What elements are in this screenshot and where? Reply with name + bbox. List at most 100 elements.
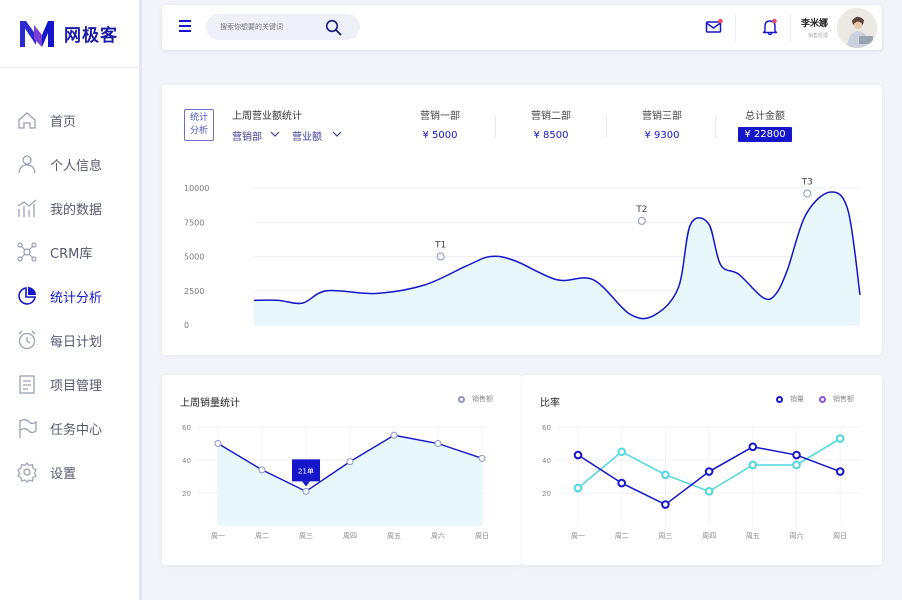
sidebar-item-label: 我的数据 xyxy=(50,202,103,218)
y-tick-label: 10000 xyxy=(184,184,209,193)
revenue-chart: 0 2500 5000 7500 10000 T1 T2 T3 xyxy=(184,177,861,330)
stat-dept-1: 营销一部 ¥ 5000 xyxy=(420,107,460,141)
metric-dropdown[interactable]: 营业额 xyxy=(292,132,322,143)
x-tick-label: 周日 xyxy=(833,532,847,540)
revenue-title: 上周营业额统计 xyxy=(232,111,302,122)
legend-volume[interactable]: 销量 xyxy=(776,394,804,404)
menu-toggle-icon[interactable] xyxy=(179,20,191,32)
sidebar-item-2[interactable]: 我的数据 xyxy=(0,186,139,230)
y-tick-label: 40 xyxy=(542,457,551,465)
sidebar-item-label: 任务中心 xyxy=(50,422,103,438)
peak-label: T2 xyxy=(635,205,647,215)
tooltip-label: 21单 xyxy=(298,466,314,475)
data-point xyxy=(617,478,626,488)
bell-icon[interactable] xyxy=(761,18,779,36)
sidebar-item-label: 统计分析 xyxy=(50,290,103,306)
stat-dept-2: 营销二部 ¥ 8500 xyxy=(531,107,571,141)
y-tick-label: 60 xyxy=(182,424,191,432)
series-line xyxy=(253,191,861,320)
sidebar-item-label: 每日计划 xyxy=(50,334,103,350)
legend-sales[interactable]: 销售额 xyxy=(458,394,493,404)
data-point xyxy=(704,487,714,496)
x-tick-label: 周四 xyxy=(702,532,716,540)
peak-point xyxy=(803,189,812,198)
search-input[interactable] xyxy=(220,19,330,35)
data-point xyxy=(214,440,222,447)
area-fill xyxy=(254,191,860,325)
y-tick-label: 20 xyxy=(182,490,191,498)
legend-label: 销售额 xyxy=(472,395,493,403)
x-tick-label: 周六 xyxy=(790,531,804,540)
data-point xyxy=(792,460,801,470)
pie-icon xyxy=(16,285,38,307)
x-tick-label: 周二 xyxy=(255,532,269,540)
data-point xyxy=(346,458,354,466)
x-tick-label: 周二 xyxy=(615,532,629,540)
legend-dot xyxy=(776,395,783,403)
stat-value: ¥ 9300 xyxy=(644,130,680,141)
data-point xyxy=(258,466,266,474)
logo[interactable]: 网极客 xyxy=(0,0,139,68)
sidebar-item-3[interactable]: CRM库 xyxy=(0,230,139,274)
avatar[interactable] xyxy=(837,8,877,48)
home-icon xyxy=(16,109,38,131)
peak-label: T3 xyxy=(801,177,813,187)
y-tick-label: 20 xyxy=(542,490,551,498)
search-icon[interactable] xyxy=(325,19,342,36)
list-icon xyxy=(16,373,38,395)
sidebar-item-0[interactable]: 首页 xyxy=(0,98,139,142)
y-tick-label: 40 xyxy=(182,457,191,465)
divider xyxy=(790,15,791,41)
sidebar-item-7[interactable]: 任务中心 xyxy=(0,406,139,450)
x-tick-label: 周三 xyxy=(658,532,672,540)
chevron-down-icon[interactable] xyxy=(332,130,342,138)
y-tick-label: 60 xyxy=(542,424,551,432)
data-point xyxy=(661,470,670,480)
data-point xyxy=(792,450,801,460)
gear-icon xyxy=(16,461,38,483)
weekly-sales-card: 上周销量统计 销售额 20 40 60 周一 周二 周三 周四 周五 周六 周日 21单 xyxy=(162,375,522,565)
avatar-image xyxy=(837,8,877,48)
data-point xyxy=(748,460,758,470)
revenue-card: 统计 分析 上周营业额统计 营销部 营业额 营销一部 ¥ 5000 营销二部 ¥… xyxy=(162,85,882,355)
sidebar-item-label: 个人信息 xyxy=(50,158,103,174)
sidebar-item-label: CRM库 xyxy=(50,246,93,262)
sidebar-item-8[interactable]: 设置 xyxy=(0,450,139,494)
sidebar-item-6[interactable]: 项目管理 xyxy=(0,362,139,406)
x-tick-label: 周六 xyxy=(431,531,445,540)
weekly-sales-title: 上周销量统计 xyxy=(180,398,240,409)
sidebar: 网极客 首页个人信息我的数据 CRM库统计分析每日计划项目管理任务中心设置 xyxy=(0,0,142,600)
divider xyxy=(735,15,736,41)
data-point xyxy=(302,487,310,495)
mail-icon[interactable] xyxy=(705,18,723,36)
legend-label: 销量 xyxy=(790,395,804,403)
x-tick-label: 周五 xyxy=(746,532,760,540)
sidebar-item-1[interactable]: 个人信息 xyxy=(0,142,139,186)
x-tick-label: 周一 xyxy=(211,532,225,540)
y-tick-label: 0 xyxy=(184,321,189,330)
data-point xyxy=(573,483,583,493)
y-tick-label: 7500 xyxy=(184,218,204,227)
stat-badge-line: 统计 xyxy=(189,113,208,123)
peak-point xyxy=(436,252,445,261)
stat-label: 营销三部 xyxy=(642,111,682,122)
user-icon xyxy=(16,153,38,175)
chart-icon xyxy=(16,197,38,219)
stat-dept-3: 营销三部 ¥ 9300 xyxy=(642,107,682,141)
sidebar-item-4[interactable]: 统计分析 xyxy=(0,274,139,318)
dept-dropdown[interactable]: 营销部 xyxy=(232,132,262,143)
data-point xyxy=(573,450,583,460)
data-point xyxy=(478,454,486,462)
x-tick-label: 周四 xyxy=(343,532,357,540)
legend-dot xyxy=(819,395,826,403)
legend-amount[interactable]: 销售额 xyxy=(819,394,854,404)
tooltip-box xyxy=(292,459,320,482)
stat-total: 总计金额 ¥ 22800 xyxy=(738,107,792,142)
user-name[interactable]: 李米娜 xyxy=(801,19,829,29)
chevron-down-icon[interactable] xyxy=(270,130,280,138)
stat-label: 总计金额 xyxy=(745,111,785,122)
legend-label: 销售额 xyxy=(833,395,854,403)
sidebar-item-5[interactable]: 每日计划 xyxy=(0,318,139,362)
data-point xyxy=(704,467,714,476)
x-tick-label: 周三 xyxy=(299,532,313,540)
